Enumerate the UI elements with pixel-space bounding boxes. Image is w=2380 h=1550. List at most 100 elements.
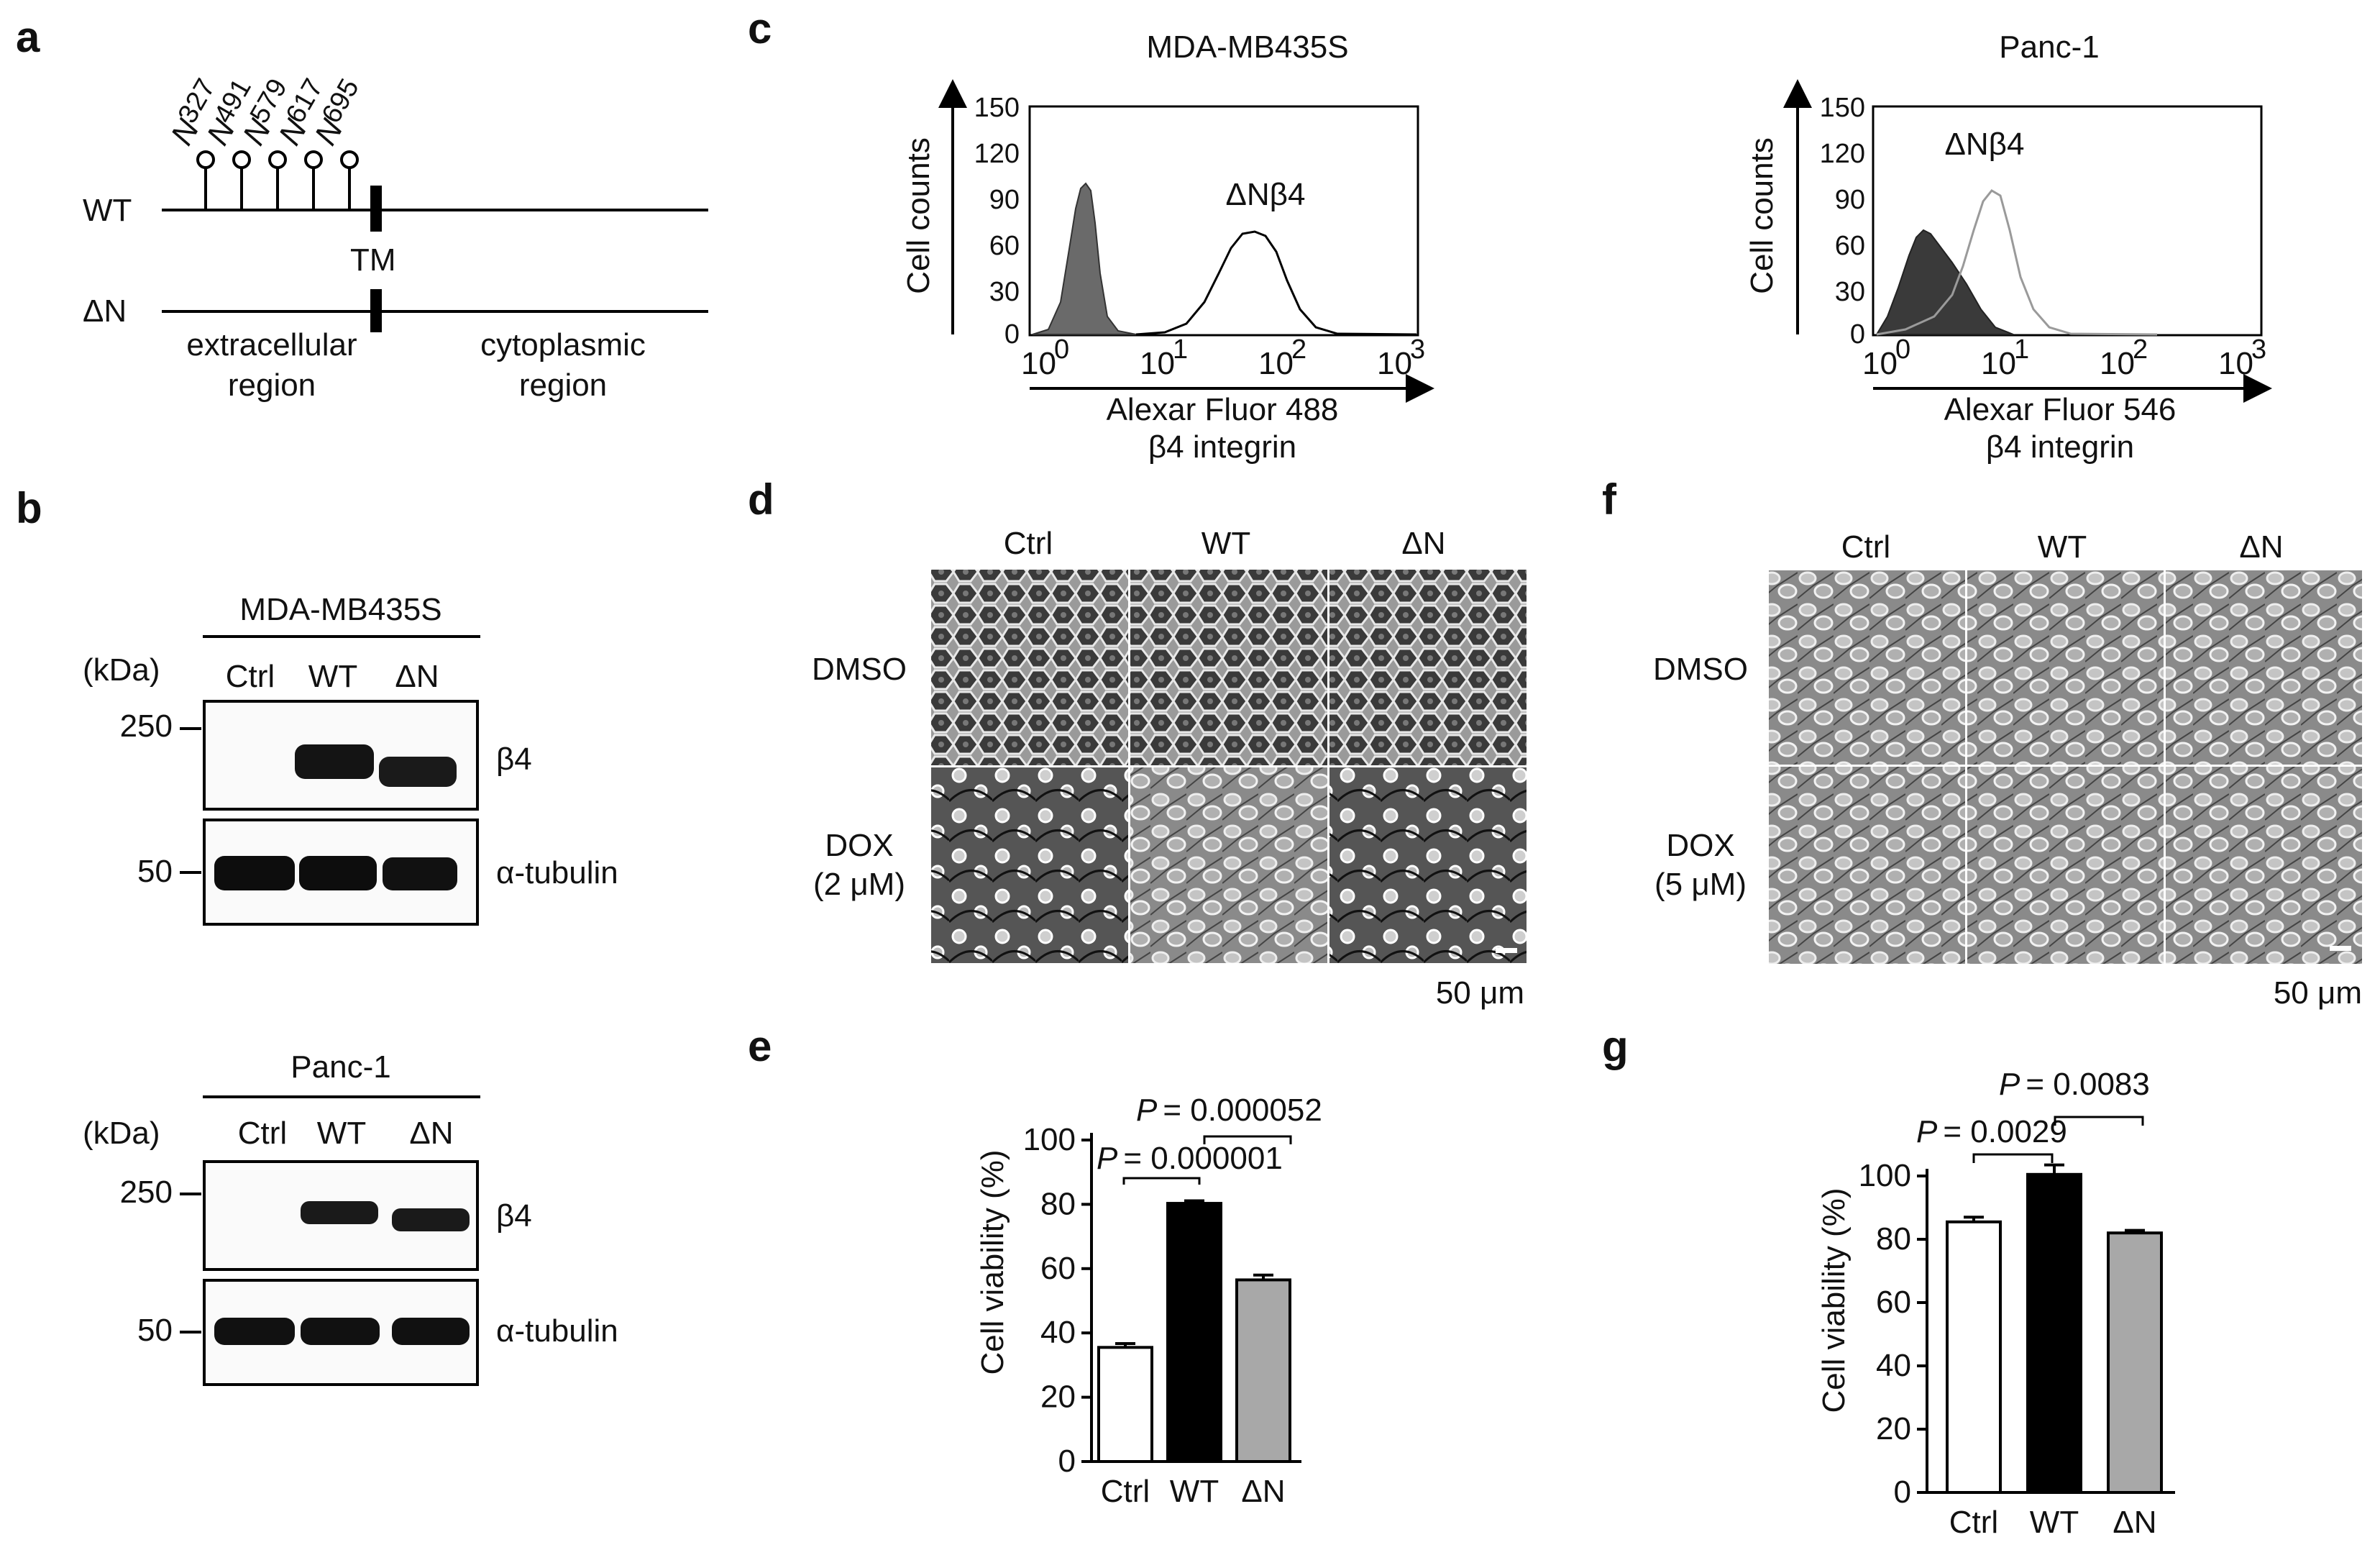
dn-tm-box	[370, 289, 382, 332]
bracket-ctrl-wt	[1122, 1177, 1201, 1185]
xtick: 10	[2218, 346, 2253, 381]
extracellular-label-2: region	[228, 368, 316, 403]
micrograph-d-dmso-dn	[1329, 570, 1527, 765]
row-dmso: DMSO	[812, 652, 907, 687]
scale-label: 50 μm	[2274, 975, 2362, 1011]
western-blot-mda: MDA-MB435S (kDa) Ctrl WT ΔN 250 β4 50 α-…	[83, 592, 618, 926]
ytick-label: 0	[1894, 1474, 1911, 1510]
histogram-outline	[1135, 230, 1417, 336]
histogram-xlabel: Alexar Fluor 488	[1107, 392, 1339, 427]
histogram-xlabel-2: β4 integrin	[1148, 429, 1296, 465]
ytick-label: 0	[1058, 1444, 1076, 1479]
xtick: 10	[1258, 346, 1294, 381]
ytick: 0	[1004, 319, 1020, 350]
row-dox-conc: (5 μM)	[1654, 867, 1747, 902]
band-dn-b4	[379, 757, 457, 787]
wt-construct-label: WT	[83, 193, 132, 228]
bar-chart-g: Cell viability (%) P = 0.0029 P = 0.0083 0…	[1816, 1067, 2175, 1540]
bar-WT	[2026, 1172, 2082, 1495]
micrograph-grid-d	[931, 570, 1527, 963]
band-label-b4: β4	[496, 742, 532, 777]
micrograph-f-dmso-wt	[1967, 570, 2164, 765]
panel-e: e Cell viability (%) P = 0.000001 P = 0.00…	[748, 1022, 1322, 1509]
band-dn-b4	[392, 1208, 470, 1231]
ytick-label: 40	[1876, 1348, 1911, 1383]
panel-b: b MDA-MB435S (kDa) Ctrl WT ΔN 250 β4 50 …	[16, 484, 618, 1386]
micrograph-d-dmso-ctrl	[931, 570, 1128, 765]
histogram-outline	[1876, 189, 2158, 336]
blot-cell-line: MDA-MB435S	[239, 592, 441, 627]
flow-histogram-panc: Panc-1 Cell counts 0 30 60 90 120 150 ΔN…	[1744, 29, 2272, 465]
micrograph-f-dmso-dn	[2166, 570, 2362, 765]
marker-250: 250	[120, 1175, 173, 1210]
category-label: ΔN	[1241, 1474, 1285, 1509]
micrograph-grid-f	[1769, 570, 2362, 964]
x-ticks: 100 101 102 103	[1021, 334, 1425, 381]
p-value-1: P = 0.000001	[1097, 1141, 1283, 1176]
panel-c: c MDA-MB435S Cell counts 0 30 60 90 120 …	[748, 4, 2272, 465]
xtick: 10	[1021, 346, 1056, 381]
x-ticks: 100 101 102 103	[1862, 334, 2266, 381]
ytick: 150	[974, 93, 1020, 123]
panel-d-label: d	[748, 475, 774, 524]
kda-label: (kDa)	[83, 1116, 160, 1151]
column-ctrl: Ctrl	[1004, 526, 1053, 561]
panel-a-label: a	[16, 13, 40, 61]
bar-ΔN	[2107, 1231, 2163, 1494]
ytick: 30	[989, 277, 1020, 307]
histogram-title: MDA-MB435S	[1146, 29, 1348, 65]
xtick-exp: 1	[2014, 334, 2029, 365]
bar-WT	[1166, 1202, 1222, 1463]
xtick: 10	[1981, 346, 2016, 381]
column-ctrl: Ctrl	[1841, 529, 1890, 565]
band-ctrl-tubulin	[214, 1318, 295, 1345]
ytick-label: 60	[1040, 1251, 1076, 1286]
column-wt: WT	[2038, 529, 2087, 565]
histogram-annotation: ΔNβ4	[1226, 177, 1306, 212]
xtick-exp: 1	[1173, 334, 1188, 365]
bar-chart-e: Cell viability (%) P = 0.000001 P = 0.0000…	[975, 1093, 1322, 1509]
p-value-2: P = 0.000052	[1136, 1093, 1322, 1128]
category-label: Ctrl	[1101, 1474, 1150, 1509]
bracket-wt-dn	[1203, 1135, 1292, 1144]
ytick: 150	[1820, 93, 1865, 123]
column-wt: WT	[1202, 526, 1250, 561]
p-value-1: P = 0.0029	[1916, 1114, 2067, 1149]
ytick: 30	[1835, 277, 1865, 307]
band-label-tubulin: α-tubulin	[496, 855, 618, 890]
histogram-annotation: ΔNβ4	[1945, 127, 2025, 162]
band-label-b4: β4	[496, 1198, 532, 1234]
ytick: 90	[989, 185, 1020, 215]
xtick-exp: 0	[1895, 334, 1910, 365]
category-label: ΔN	[2113, 1505, 2156, 1540]
blot-cell-line: Panc-1	[290, 1049, 390, 1085]
chart-ylabel: Cell viability (%)	[975, 1150, 1010, 1375]
significance-brackets: P = 0.0029 P = 0.0083	[1916, 1067, 2150, 1163]
ytick-label: 80	[1040, 1186, 1076, 1221]
bar-Ctrl	[1097, 1346, 1153, 1463]
panel-b-label: b	[16, 484, 42, 532]
micrograph-d-dox-wt	[1130, 767, 1327, 963]
bracket-wt-dn	[2054, 1116, 2144, 1126]
bar-Ctrl	[1946, 1220, 2002, 1495]
category-label: Ctrl	[1949, 1505, 1998, 1540]
bar-ΔN	[1235, 1278, 1291, 1463]
micrograph-d-dmso-wt	[1130, 570, 1327, 765]
cytoplasmic-label-2: region	[519, 368, 607, 403]
flow-histogram-mda: MDA-MB435S Cell counts 0 30 60 90 120 15…	[901, 29, 1434, 465]
ytick-label: 40	[1040, 1315, 1076, 1350]
dn-construct-label: ΔN	[83, 293, 127, 329]
glycosylation-sites: N 327 N 491 N 579	[164, 74, 365, 210]
panel-g-label: g	[1602, 1022, 1629, 1070]
kda-label: (kDa)	[83, 652, 160, 688]
histogram-xlabel: Alexar Fluor 546	[1944, 392, 2177, 427]
xtick: 10	[1862, 346, 1898, 381]
histogram-ylabel: Cell counts	[1744, 137, 1780, 294]
ytick-label: 60	[1876, 1285, 1911, 1320]
scale-bar	[2330, 946, 2351, 951]
panel-g: g Cell viability (%) P = 0.0029 P = 0.0083…	[1602, 1022, 2175, 1540]
panel-a: a N 327 N 491	[16, 13, 708, 403]
marker-50: 50	[137, 1313, 173, 1348]
ytick: 60	[989, 231, 1020, 261]
ytick-label: 80	[1876, 1221, 1911, 1257]
